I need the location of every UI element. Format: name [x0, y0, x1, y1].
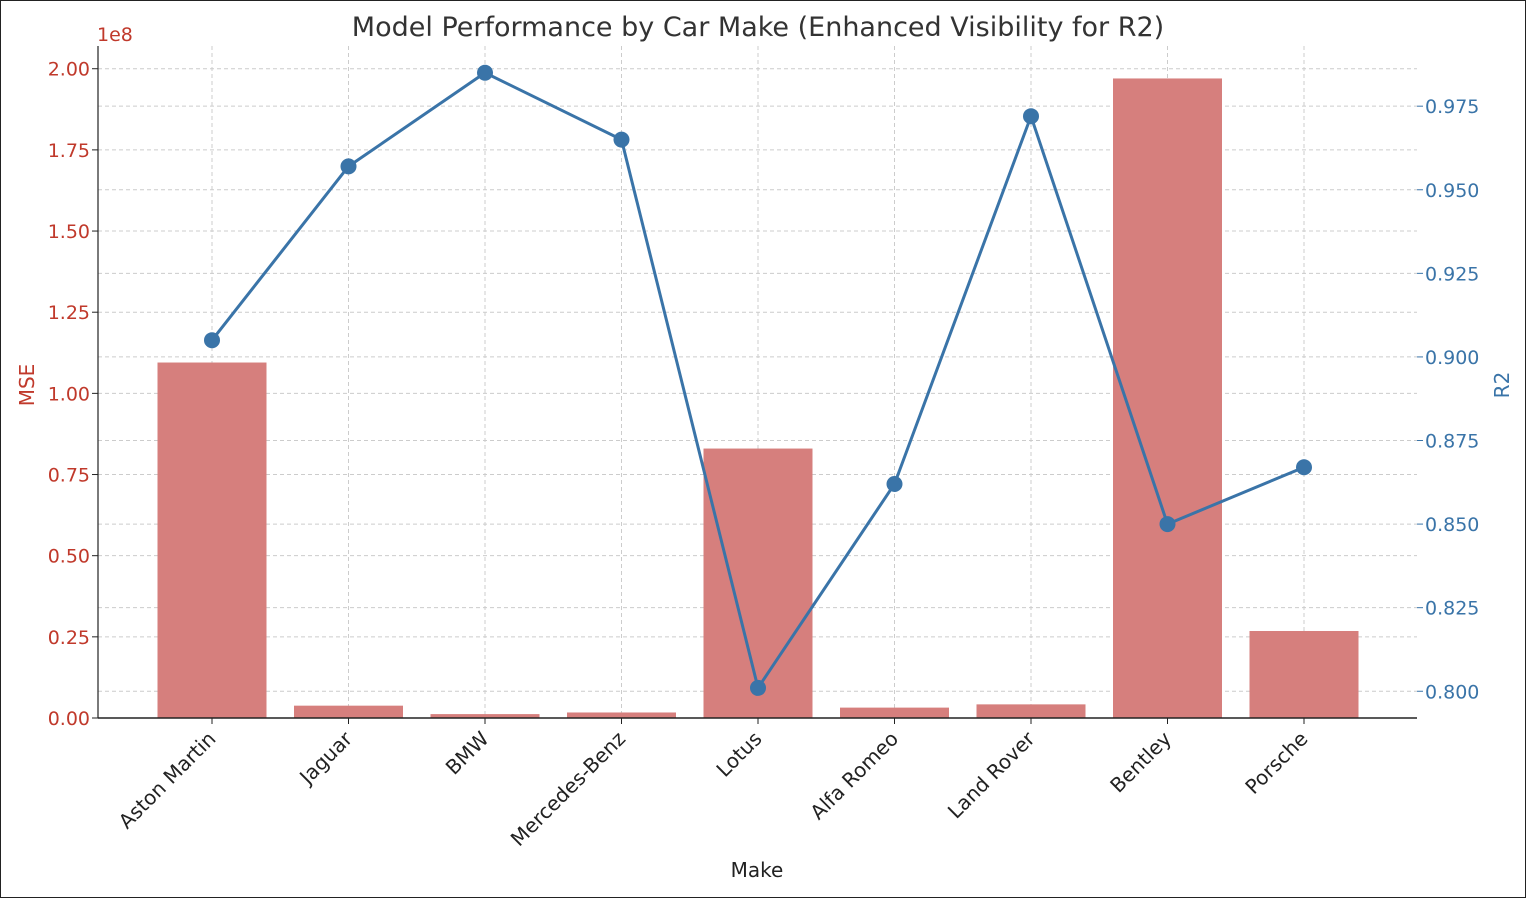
mse-bar	[567, 712, 676, 718]
y-tick-label-right: 0.900	[1425, 347, 1479, 369]
bar-layer	[157, 78, 1359, 719]
x-tick-label: Aston Martin	[114, 727, 221, 834]
r2-point	[1296, 459, 1312, 476]
mse-bar	[840, 707, 949, 718]
r2-point	[750, 679, 766, 696]
mse-bar	[976, 704, 1086, 718]
y-tick-label-right: 0.825	[1425, 598, 1479, 620]
mse-bar	[430, 714, 540, 718]
y-tick-label-left: 0.00	[48, 708, 90, 730]
y-tick-label-left: 0.75	[48, 465, 90, 487]
y-tick-label-right: 0.950	[1425, 180, 1479, 202]
r2-line-layer	[204, 64, 1312, 696]
r2-point	[886, 475, 903, 492]
left-axis-offset: 1e8	[97, 24, 133, 46]
r2-point	[340, 158, 357, 175]
x-tick-label: Lotus	[711, 727, 766, 782]
mse-bar	[1249, 630, 1359, 718]
y-tick-label-right: 0.875	[1425, 431, 1479, 453]
y-tick-label-right: 0.975	[1425, 96, 1479, 118]
axis-layer	[92, 46, 1423, 724]
x-tick-label: Jaguar	[293, 726, 357, 790]
x-tick-label: BMW	[441, 726, 494, 779]
x-tick-label: Land Rover	[943, 726, 1040, 823]
y-axis-label-left: MSE	[15, 364, 39, 407]
r2-point	[204, 332, 220, 349]
y-tick-label-right: 0.850	[1425, 514, 1479, 536]
mse-bar	[294, 705, 403, 718]
y-tick-label-left: 1.75	[48, 140, 90, 162]
r2-point	[477, 64, 493, 81]
r2-point	[1023, 108, 1039, 125]
y-tick-label-left: 1.50	[48, 221, 90, 243]
mse-bar	[1113, 78, 1222, 719]
y-tick-label-left: 2.00	[48, 59, 90, 81]
x-tick-label: Alfa Romeo	[805, 727, 903, 825]
x-tick-label: Porsche	[1240, 727, 1312, 799]
y-tick-label-left: 0.50	[48, 546, 90, 568]
y-axis-label-right: R2	[1490, 372, 1514, 399]
mse-bar	[703, 448, 813, 718]
x-tick-label: Bentley	[1105, 726, 1176, 797]
y-tick-label-left: 1.25	[48, 302, 90, 324]
mse-bar	[157, 362, 267, 718]
x-tick-label: Mercedes-Benz	[506, 727, 630, 851]
chart-title: Model Performance by Car Make (Enhanced …	[352, 12, 1164, 43]
y-tick-label-right: 0.925	[1425, 263, 1479, 285]
y-tick-label-left: 0.25	[48, 627, 90, 649]
y-tick-label-left: 1.00	[48, 383, 90, 405]
y-tick-label-right: 0.800	[1425, 681, 1479, 703]
r2-point	[613, 131, 630, 148]
r2-point	[1159, 516, 1176, 533]
x-axis-label: Make	[731, 858, 784, 882]
